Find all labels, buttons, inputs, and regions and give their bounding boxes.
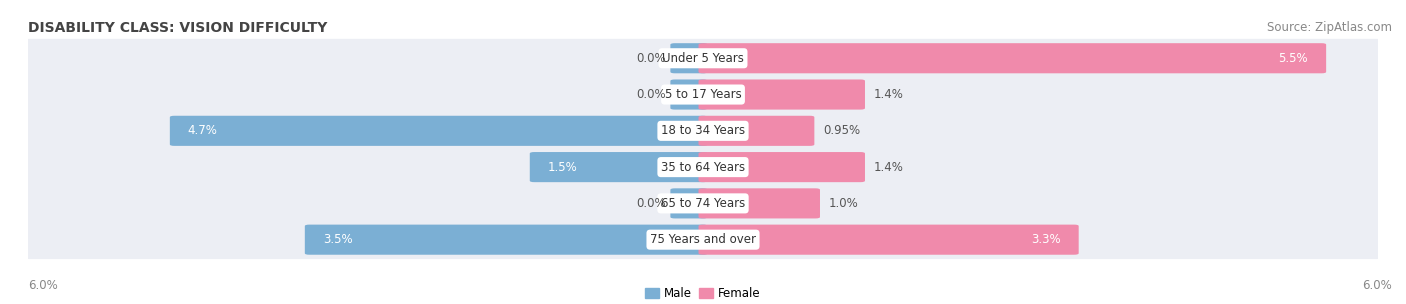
Text: 3.5%: 3.5%	[323, 233, 353, 246]
FancyBboxPatch shape	[25, 148, 1381, 187]
Text: 6.0%: 6.0%	[28, 279, 58, 292]
Text: 65 to 74 Years: 65 to 74 Years	[661, 197, 745, 210]
Text: 1.4%: 1.4%	[875, 88, 904, 101]
FancyBboxPatch shape	[671, 79, 707, 109]
FancyBboxPatch shape	[170, 116, 707, 146]
Bar	[309, 226, 703, 253]
FancyBboxPatch shape	[699, 116, 814, 146]
Bar	[174, 117, 703, 144]
Text: 18 to 34 Years: 18 to 34 Years	[661, 124, 745, 137]
FancyBboxPatch shape	[530, 152, 707, 182]
Text: Under 5 Years: Under 5 Years	[662, 52, 744, 65]
FancyBboxPatch shape	[699, 43, 1326, 73]
Text: 1.0%: 1.0%	[830, 197, 859, 210]
Bar	[703, 81, 860, 108]
FancyBboxPatch shape	[25, 75, 1381, 114]
FancyBboxPatch shape	[25, 184, 1381, 223]
Text: 1.4%: 1.4%	[875, 161, 904, 174]
Bar	[703, 226, 1074, 253]
Text: 6.0%: 6.0%	[1362, 279, 1392, 292]
FancyBboxPatch shape	[305, 225, 707, 255]
Text: 0.0%: 0.0%	[637, 88, 666, 101]
Bar	[703, 45, 1322, 72]
FancyBboxPatch shape	[25, 111, 1381, 150]
Text: 0.95%: 0.95%	[824, 124, 860, 137]
FancyBboxPatch shape	[699, 188, 820, 219]
Text: 4.7%: 4.7%	[188, 124, 218, 137]
Legend: Male, Female: Male, Female	[641, 283, 765, 304]
Bar	[703, 154, 860, 181]
FancyBboxPatch shape	[25, 39, 1381, 78]
Bar	[534, 154, 703, 181]
FancyBboxPatch shape	[699, 225, 1078, 255]
Text: 0.0%: 0.0%	[637, 197, 666, 210]
Text: Source: ZipAtlas.com: Source: ZipAtlas.com	[1267, 21, 1392, 34]
Bar	[703, 190, 815, 217]
Bar	[703, 117, 810, 144]
Text: 75 Years and over: 75 Years and over	[650, 233, 756, 246]
Text: 5 to 17 Years: 5 to 17 Years	[665, 88, 741, 101]
Text: 35 to 64 Years: 35 to 64 Years	[661, 161, 745, 174]
Text: DISABILITY CLASS: VISION DIFFICULTY: DISABILITY CLASS: VISION DIFFICULTY	[28, 21, 328, 35]
Text: 1.5%: 1.5%	[548, 161, 578, 174]
FancyBboxPatch shape	[671, 188, 707, 219]
FancyBboxPatch shape	[671, 43, 707, 73]
Text: 5.5%: 5.5%	[1278, 52, 1308, 65]
FancyBboxPatch shape	[699, 152, 865, 182]
Text: 0.0%: 0.0%	[637, 52, 666, 65]
FancyBboxPatch shape	[25, 220, 1381, 259]
FancyBboxPatch shape	[699, 79, 865, 109]
Text: 3.3%: 3.3%	[1031, 233, 1060, 246]
